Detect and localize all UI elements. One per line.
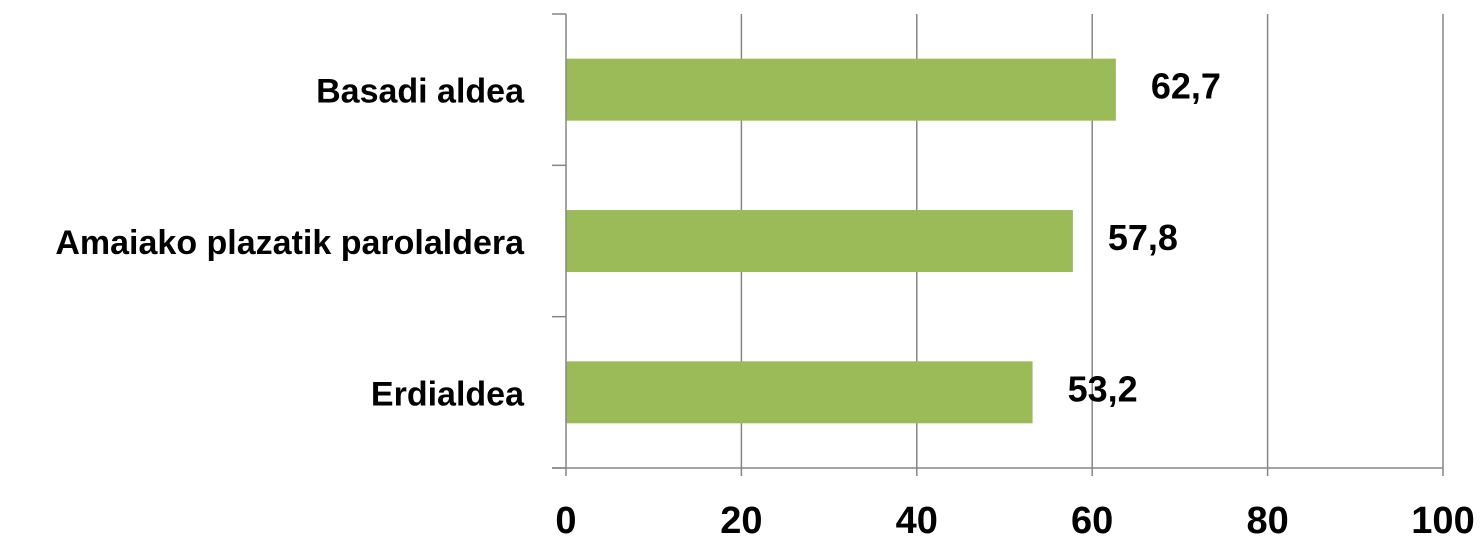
bar-2 [566,361,1033,424]
bars [566,58,1116,424]
x-tick-label-60: 60 [1071,500,1113,539]
x-tick-label-40: 40 [896,500,938,539]
axes [552,13,1444,476]
bar-0 [566,58,1116,121]
x-tick-label-20: 20 [720,500,762,539]
bar-1 [566,210,1073,272]
labels: 0 20 40 60 80 100 Basadi aldea 62,7 Amaiako plaz… [55,66,1474,542]
category-label-2: Erdialdea [371,375,525,413]
x-tick-label-100: 100 [1411,500,1474,539]
data-label-0: 62,7 [1151,66,1221,107]
category-label-0: Basadi aldea [316,73,525,111]
category-label-1: Amaiako plazatik parolaldera [55,224,525,262]
data-label-1: 57,8 [1108,217,1178,258]
data-label-2: 53,2 [1068,368,1138,409]
x-tick-label-80: 80 [1246,500,1288,539]
x-tick-label-0: 0 [555,500,576,539]
